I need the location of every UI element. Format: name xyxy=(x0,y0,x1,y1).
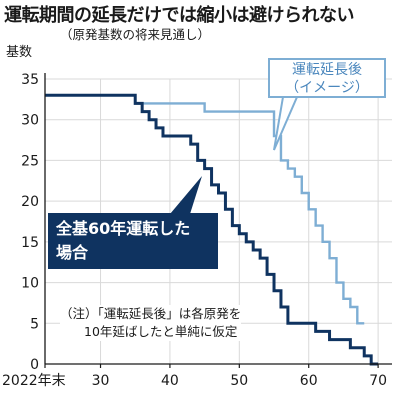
base-label-line1: 全基60年運転した xyxy=(56,219,191,238)
axes xyxy=(44,73,392,368)
y-tick-label: 15 xyxy=(21,235,39,251)
footnote-line2: 10年延ばしたと単純に仮定 xyxy=(84,324,238,339)
x-tick-label: 2022年末 xyxy=(2,373,66,389)
y-tick-label: 10 xyxy=(21,276,39,292)
y-tick-label: 20 xyxy=(21,194,39,210)
x-tick-label: 60 xyxy=(300,373,318,389)
extended-series-label: 運転延長後 （イメージ） xyxy=(268,58,386,98)
y-tick-label: 0 xyxy=(30,357,39,373)
series-line-extended xyxy=(45,94,365,325)
extended-label-line1: 運転延長後 xyxy=(292,62,362,78)
y-tick-label: 35 xyxy=(21,72,39,88)
y-tick-label: 5 xyxy=(30,316,39,332)
chart-title: 運転期間の延長だけでは縮小は避けられない xyxy=(4,5,355,26)
tick-labels: 0 5 10 15 20 25 30 35 2022年末 30 40 50 60 70 xyxy=(2,72,387,389)
y-tick-label: 25 xyxy=(21,153,39,169)
base-series-label: 全基60年運転した 場合 xyxy=(48,213,218,269)
y-axis-label: 基数 xyxy=(6,45,32,60)
footnote-line1: （注）「運転延長後」は各原発を xyxy=(60,306,242,321)
x-tick-label: 50 xyxy=(230,373,248,389)
x-tick-label: 70 xyxy=(369,373,387,389)
base-callout-pointer xyxy=(170,176,202,214)
extended-label-line2: （イメージ） xyxy=(285,80,369,96)
footnote: （注）「運転延長後」は各原発を 10年延ばしたと単純に仮定 xyxy=(60,305,242,341)
series-line-base xyxy=(45,93,379,366)
x-tick-label: 40 xyxy=(161,373,179,389)
x-tick-label: 30 xyxy=(92,373,110,389)
y-tick-label: 30 xyxy=(21,113,39,129)
extended-callout-pointer xyxy=(273,96,299,151)
chart-subtitle: （原発基数の将来見通し） xyxy=(60,27,211,42)
series-lines xyxy=(45,93,379,366)
base-label-line2: 場合 xyxy=(56,243,89,262)
